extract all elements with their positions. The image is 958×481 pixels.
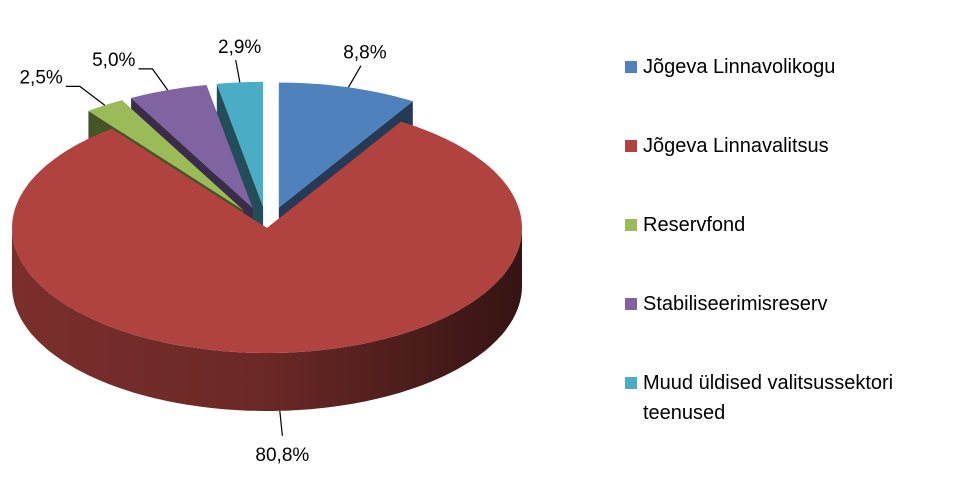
slice [216, 81, 264, 207]
legend-swatch [625, 140, 637, 152]
slice-side [12, 228, 522, 411]
slice [88, 100, 244, 211]
legend-label: Jõgeva Linnavolikogu [643, 56, 836, 78]
leader-line [65, 85, 106, 106]
data-label: 8,8% [343, 43, 386, 64]
legend-item: Stabiliseerimisreserv [625, 289, 955, 368]
legend-label: Jõgeva Linnavalitsus [643, 135, 829, 157]
leader-line [138, 68, 169, 91]
leader-line [235, 59, 241, 83]
legend-item: Jõgeva Linnavalitsus [625, 131, 955, 210]
leader-line [279, 410, 283, 436]
data-label: 2,5% [19, 67, 62, 88]
pie-area: 8,8% 80,8% 2,5% 5,0% 2,9% [12, 37, 522, 466]
slice [278, 82, 413, 208]
legend-item: Reservfond [625, 210, 955, 289]
legend-label: Reservfond [643, 214, 746, 236]
legend-swatch [625, 61, 637, 73]
legend-item: Muud üldised valitsussektori teenused [625, 368, 955, 447]
slice [12, 121, 522, 353]
legend-label: Muud üldised valitsussektori teenused [643, 372, 894, 424]
data-label: 5,0% [92, 50, 135, 71]
legend-swatch [625, 377, 637, 389]
data-label: 2,9% [218, 37, 261, 58]
legend-swatch [625, 298, 637, 310]
legend: Jõgeva Linnavolikogu Jõgeva Linnavalitsus… [625, 52, 955, 447]
leader-line [347, 65, 362, 88]
data-label: 80,8% [255, 445, 309, 466]
legend-item: Jõgeva Linnavolikogu [625, 52, 955, 131]
legend-label: Stabiliseerimisreserv [643, 293, 828, 315]
legend-swatch [625, 219, 637, 231]
slice [131, 85, 253, 208]
